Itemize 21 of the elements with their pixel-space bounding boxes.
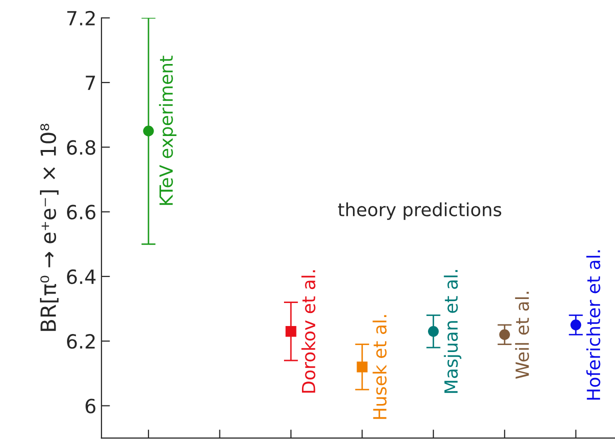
point [143, 126, 154, 136]
y-tick-label: 6.4 [67, 269, 96, 284]
point [356, 362, 368, 372]
point [570, 320, 582, 330]
point [428, 326, 439, 337]
text: KTeV experiment [158, 56, 176, 205]
annotation: theory predictions [338, 202, 502, 220]
y-tick-label: 6 [86, 398, 96, 414]
text: Masjuan et al. [444, 270, 462, 393]
text: Weil et al. [515, 292, 530, 379]
y-tick-label: 6.8 [67, 140, 96, 155]
text: Husek et al. [372, 315, 387, 419]
point [499, 329, 510, 340]
y-axis-title: BR[π⁰ → e⁺e⁻] × 10⁸ [40, 124, 59, 331]
y-tick-label: 7 [86, 76, 95, 90]
text: Dorokov et al. [301, 270, 316, 393]
point [286, 326, 296, 337]
y-tick-label: 6.6 [67, 204, 96, 220]
y-tick-label: 7.2 [67, 10, 95, 26]
text: Hoferichter et al. [586, 250, 600, 400]
y-tick-label: 6.2 [67, 334, 95, 349]
